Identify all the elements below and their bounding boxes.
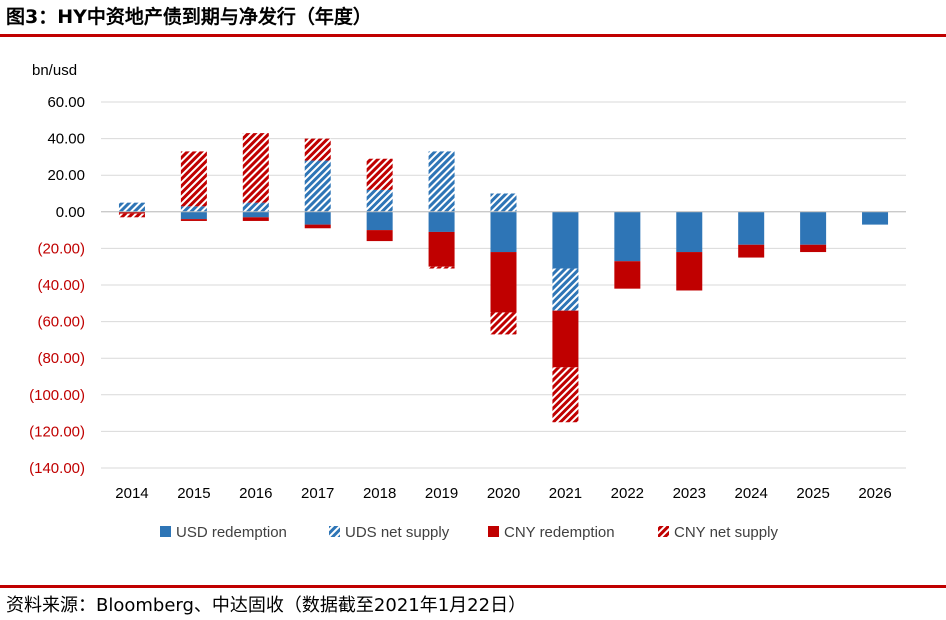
bar-segment [242,202,269,212]
bar-segment [180,211,207,220]
y-tick-label: (60.00) [37,314,85,331]
bar-segment [676,252,703,291]
bar-segment [304,160,331,212]
legend-label: USD redemption [176,524,287,541]
bar-segment [428,231,455,267]
legend-swatch [329,526,340,537]
axes: 60.00 40.00 20.00 0.00 (20.00) (40.00) (60.00)… [29,94,906,502]
source-note: 资料来源：Bloomberg、中达固收（数据截至2021年1月22日） [6,595,527,616]
x-tick-label: 2019 [425,485,458,502]
x-tick-label: 2016 [239,485,272,502]
bar-segment [614,261,641,289]
chart-title: 图3：HY中资地产债到期与净发行（年度） [6,6,372,28]
y-tick-label: (140.00) [29,460,85,477]
y-tick-label: 20.00 [47,167,85,184]
bar-segment [428,211,455,232]
bar-segment [118,213,145,218]
x-tick-label: 2025 [796,485,829,502]
bar-segment [490,312,517,335]
bar-segment [180,151,207,207]
x-tick-label: 2021 [549,485,582,502]
x-tick-label: 2024 [735,485,768,502]
bar-segment [366,158,393,190]
bar-segment [180,206,207,212]
bar-segment [490,252,517,313]
y-tick-label: 60.00 [47,94,85,111]
bar-chart: bn/usd 60.00 40.00 20.00 0.00 (20.00) (40.00)… [29,62,906,541]
y-tick-label: (40.00) [37,277,85,294]
bar-segment [118,211,145,214]
bar-segment [304,211,331,225]
bar-segment [490,193,517,212]
y-tick-label: (100.00) [29,387,85,404]
bar-segment [242,217,269,221]
legend-label: CNY redemption [504,524,615,541]
bar-segment [738,211,765,245]
x-tick-label: 2014 [115,485,148,502]
x-tick-label: 2020 [487,485,520,502]
bar-segment [862,211,889,225]
source-rule [0,585,946,588]
bar-segment [738,244,765,258]
bar-segment [552,310,579,368]
bar-segment [428,151,455,212]
y-tick-label: 40.00 [47,131,85,148]
bar-segment [552,268,579,311]
x-tick-label: 2017 [301,485,334,502]
legend-label: CNY net supply [674,524,778,541]
y-tick-label: (20.00) [37,240,85,257]
bar-segment [366,230,393,242]
bar-segment [180,219,207,221]
y-tick-label: (120.00) [29,423,85,440]
bar-segment [304,138,331,161]
legend-label: UDS net supply [345,524,450,541]
x-tick-label: 2015 [177,485,210,502]
y-axis-unit-label: bn/usd [32,62,77,79]
bar-segment [242,133,269,203]
bar-segment [800,244,827,253]
bar-segment [366,189,393,212]
bars [118,133,889,423]
title-rule [0,34,946,37]
bar-segment [304,224,331,229]
legend-swatch [658,526,669,537]
bar-segment [490,211,517,253]
bar-segment [242,211,269,218]
legend-swatch [488,526,499,537]
bar-segment [118,202,145,212]
x-tick-label: 2026 [858,485,891,502]
bar-segment [552,367,579,423]
legend-swatch [160,526,171,537]
bar-segment [366,211,393,231]
bar-segment [428,266,455,269]
bar-segment [614,211,641,262]
legend: USD redemption UDS net supply CNY redempti… [160,524,778,541]
x-tick-label: 2023 [673,485,706,502]
y-tick-label: 0.00 [56,204,85,221]
y-tick-label: (80.00) [37,350,85,367]
x-tick-label: 2022 [611,485,644,502]
bar-segment [800,211,827,245]
x-tick-label: 2018 [363,485,396,502]
bar-segment [552,211,579,269]
bar-segment [676,211,703,253]
